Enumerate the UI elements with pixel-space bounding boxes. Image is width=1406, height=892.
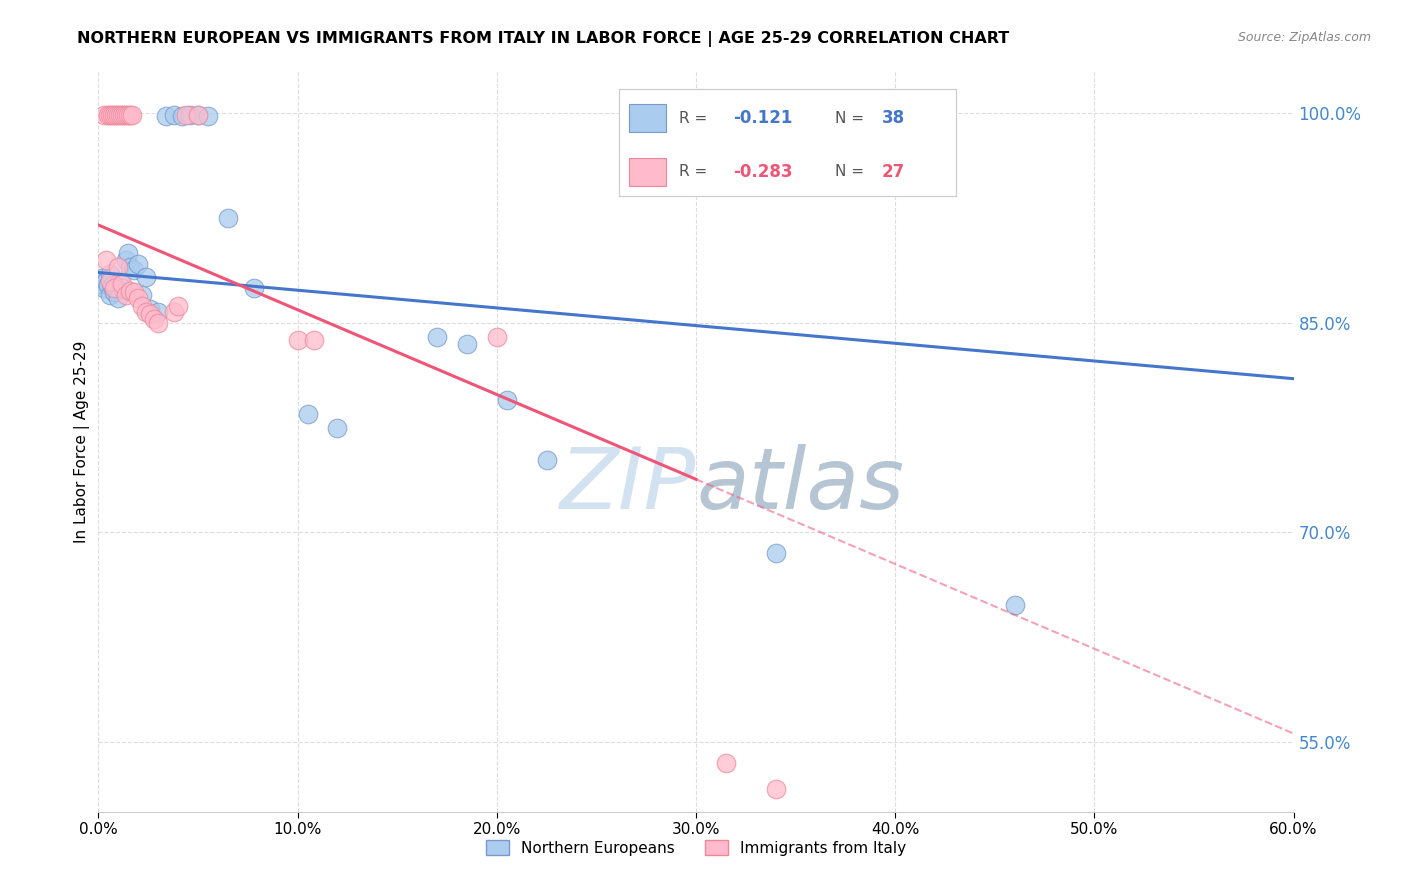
Point xyxy=(326,420,349,434)
Legend: Northern Europeans, Immigrants from Italy: Northern Europeans, Immigrants from Ital… xyxy=(478,832,914,863)
FancyBboxPatch shape xyxy=(628,158,666,186)
Point xyxy=(93,108,115,122)
Point xyxy=(112,108,135,122)
Point xyxy=(135,269,157,284)
Text: N =: N = xyxy=(835,111,869,126)
Point xyxy=(287,333,309,347)
Point xyxy=(124,285,146,299)
Point xyxy=(110,274,132,288)
Point xyxy=(187,108,209,122)
Point xyxy=(485,330,508,344)
Point xyxy=(536,452,558,467)
Point xyxy=(139,307,162,321)
Point xyxy=(120,284,142,298)
Point xyxy=(1004,598,1026,612)
Text: 27: 27 xyxy=(882,162,905,180)
Point xyxy=(148,304,170,318)
Point xyxy=(105,281,128,295)
Point xyxy=(98,108,122,122)
Point xyxy=(115,108,138,122)
Text: -0.283: -0.283 xyxy=(734,162,793,180)
Point xyxy=(179,108,201,122)
Point xyxy=(111,108,134,122)
Point xyxy=(143,311,166,326)
Point xyxy=(97,108,120,122)
FancyBboxPatch shape xyxy=(628,104,666,132)
Point xyxy=(103,281,125,295)
Point xyxy=(98,267,122,281)
Point xyxy=(456,336,478,351)
Point xyxy=(111,277,134,291)
Text: N =: N = xyxy=(835,164,869,179)
Point xyxy=(163,304,186,318)
Point xyxy=(111,281,134,295)
Point xyxy=(765,782,787,797)
Point xyxy=(131,288,153,302)
Point xyxy=(110,108,132,122)
Point xyxy=(96,252,118,267)
Point xyxy=(115,252,138,267)
Point xyxy=(115,288,138,302)
Point xyxy=(107,108,129,122)
Text: R =: R = xyxy=(679,164,713,179)
Point xyxy=(163,108,186,122)
Point xyxy=(139,301,162,316)
Point xyxy=(101,279,124,293)
Point xyxy=(155,109,177,123)
Point xyxy=(120,260,142,274)
Point xyxy=(765,546,787,560)
Text: R =: R = xyxy=(679,111,713,126)
Point xyxy=(127,291,149,305)
Point xyxy=(120,108,142,122)
Point xyxy=(297,407,319,421)
Point xyxy=(187,108,209,122)
Point xyxy=(98,274,122,288)
Point xyxy=(131,299,153,313)
Point xyxy=(172,109,194,123)
Text: atlas: atlas xyxy=(696,444,904,527)
Text: -0.121: -0.121 xyxy=(734,109,793,127)
Point xyxy=(117,108,139,122)
Point xyxy=(103,285,125,299)
Y-axis label: In Labor Force | Age 25-29: In Labor Force | Age 25-29 xyxy=(75,341,90,542)
Point xyxy=(148,316,170,330)
Point xyxy=(714,756,737,770)
Point xyxy=(96,274,118,288)
Point xyxy=(426,330,449,344)
Point xyxy=(107,291,129,305)
Text: ZIP: ZIP xyxy=(560,444,696,527)
Point xyxy=(107,260,129,274)
Point xyxy=(495,392,517,407)
Point xyxy=(101,108,124,122)
Point xyxy=(105,108,128,122)
Point xyxy=(167,299,190,313)
Point xyxy=(97,278,120,293)
Point xyxy=(91,271,114,285)
Point xyxy=(89,277,111,291)
Point xyxy=(217,211,239,225)
Text: Source: ZipAtlas.com: Source: ZipAtlas.com xyxy=(1237,31,1371,45)
Point xyxy=(243,281,266,295)
Point xyxy=(127,257,149,271)
Point xyxy=(117,246,139,260)
Text: NORTHERN EUROPEAN VS IMMIGRANTS FROM ITALY IN LABOR FORCE | AGE 25-29 CORRELATIO: NORTHERN EUROPEAN VS IMMIGRANTS FROM ITA… xyxy=(77,31,1010,47)
Point xyxy=(302,333,325,347)
Point xyxy=(197,109,219,123)
Point xyxy=(98,288,122,302)
Text: 38: 38 xyxy=(882,109,905,127)
Point xyxy=(124,262,146,277)
Point xyxy=(93,281,115,295)
Point xyxy=(135,304,157,318)
Point xyxy=(121,108,143,122)
Point xyxy=(174,108,197,122)
Point xyxy=(103,108,125,122)
